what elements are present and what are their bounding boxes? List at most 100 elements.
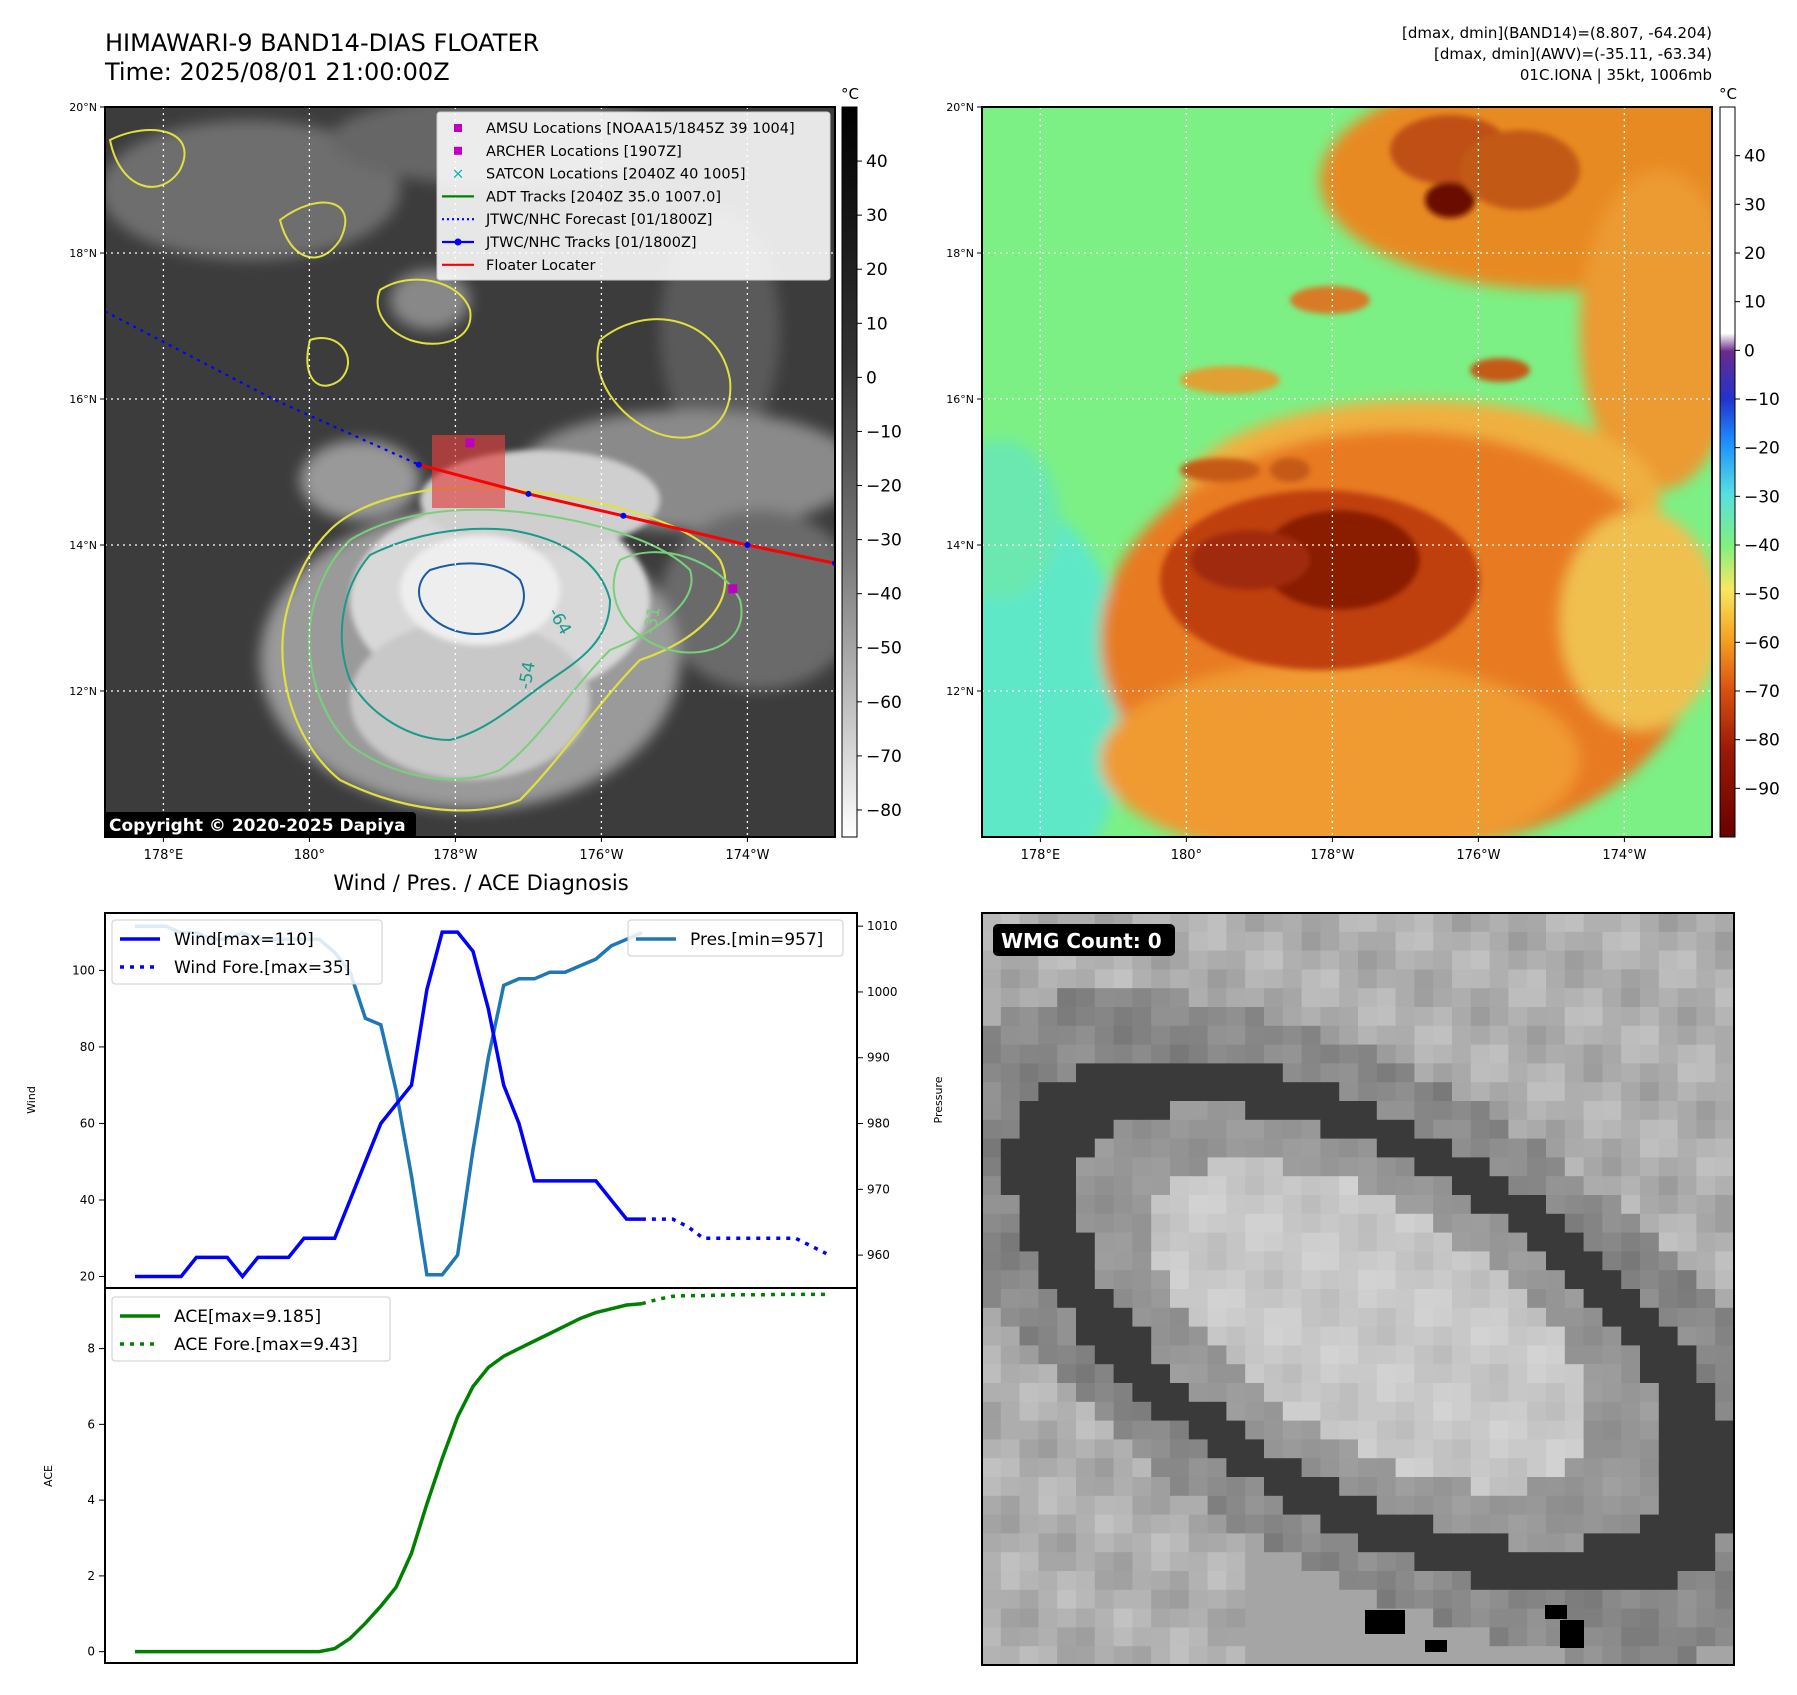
- pressure-tick-label: 980: [867, 1117, 890, 1131]
- figure-title-line1: HIMAWARI-9 BAND14-DIAS FLOATER: [105, 29, 539, 57]
- colorbar-tick-label: −10: [1744, 390, 1780, 410]
- awv-colorbar: °C 40 30 20 10 0 −10 −20 −30 −40 −50 −60 −70 −80 −90: [1719, 85, 1780, 838]
- wind-pressure-chart: 20 40 60 80 100 960 970 980 990 1000 1010 Wind Pr…: [25, 912, 945, 1289]
- wmg-badge: [993, 924, 1175, 956]
- awv-lat-label: 12°N: [946, 685, 974, 698]
- wind-tick-label: 100: [72, 963, 95, 977]
- colorbar-tick-label: −20: [1744, 439, 1780, 459]
- wind-ylabel: Wind: [25, 1086, 38, 1114]
- ace-ylabel: ACE: [42, 1465, 55, 1487]
- track-point: [415, 461, 422, 468]
- colorbar-tick-label: −60: [1744, 633, 1780, 653]
- awv-lon-label: 176°W: [1456, 848, 1500, 863]
- pressure-tick-label: 990: [867, 1051, 890, 1065]
- colorbar-tick-label: −70: [866, 747, 902, 767]
- legend-wind-fore: Wind Fore.[max=35]: [174, 958, 350, 978]
- ir-colorbar: °C 40 30 20 10 0 −10 −20 −30 −40 −50 −60 −70 −80: [841, 85, 902, 838]
- colorbar-tick-label: −80: [866, 801, 902, 821]
- diagnosis-title: Wind / Pres. / ACE Diagnosis: [333, 871, 628, 895]
- colorbar-tick-label: −40: [1744, 536, 1780, 556]
- figure-title-line2: Time: 2025/08/01 21:00:00Z: [104, 58, 450, 86]
- info-line2: [dmax, dmin](AWV)=(-35.11, -63.34): [1434, 45, 1712, 63]
- colorbar-tick-label: 40: [866, 152, 888, 172]
- ir-lon-labels: 178°E 180° 178°W 176°W 174°W: [144, 837, 770, 863]
- colorbar-tick-label: −40: [866, 585, 902, 605]
- ace-chart-frame: [104, 1287, 858, 1664]
- colorbar-tick-label: −20: [866, 477, 902, 497]
- amsu-markers: [415, 438, 835, 594]
- legend-ace: ACE[max=9.185]: [174, 1307, 321, 1327]
- track-point: [744, 542, 751, 548]
- wind-line: [135, 930, 642, 1280]
- awv-lon-label: 178°E: [1021, 848, 1061, 863]
- awv-lon-label: 174°W: [1602, 848, 1646, 863]
- wmg-frame: [981, 912, 1735, 1666]
- ace-tick-label: 4: [87, 1493, 95, 1507]
- colorbar-tick-label: −60: [866, 693, 902, 713]
- legend-marker-square: [454, 146, 462, 155]
- ir-lat-labels: 20°N 18°N 16°N 14°N 12°N: [69, 101, 105, 698]
- legend-pres: Pres.[min=957]: [690, 930, 823, 950]
- colorbar-tick-label: 0: [866, 368, 877, 388]
- track-point: [525, 490, 532, 497]
- ir-lon-label: 178°E: [144, 848, 184, 863]
- colorbar-tick-label: −70: [1744, 682, 1780, 702]
- amsu-marker: [465, 438, 475, 448]
- ace-tick-label: 8: [87, 1342, 95, 1356]
- ace-line: [135, 1301, 643, 1654]
- pressure-tick-label: 970: [867, 1182, 890, 1196]
- pressure-tick-label: 1010: [867, 919, 898, 933]
- legend-label: JTWC/NHC Tracks [01/1800Z]: [485, 235, 697, 251]
- legend-label: ARCHER Locations [1907Z]: [486, 144, 682, 160]
- awv-colorbar-unit: °C: [1719, 85, 1737, 103]
- awv-lon-label: 178°W: [1310, 848, 1354, 863]
- ir-legend: AMSU Locations [NOAA15/1845Z 39 1004] ARC…: [436, 111, 831, 281]
- awv-lat-label: 14°N: [946, 539, 974, 552]
- colorbar-tick-label: −10: [866, 422, 902, 442]
- ace-forecast-line: [641, 1292, 827, 1306]
- ir-map-panel: -64 -54 -31 20°N18°N16°N14°N12°N 178°E 18…: [69, 101, 836, 863]
- awv-gridlines: [982, 107, 1712, 837]
- colorbar-tick-label: −30: [1744, 487, 1780, 507]
- colorbar-tick-label: 40: [1744, 147, 1766, 167]
- colorbar-tick-label: 30: [1744, 195, 1766, 215]
- awv-lat-label: 16°N: [946, 393, 974, 406]
- awv-lat-labels: 20°N 18°N 16°N 14°N 12°N: [946, 101, 982, 698]
- colorbar-tick-label: −30: [866, 531, 902, 551]
- info-line1: [dmax, dmin](BAND14)=(8.807, -64.204): [1402, 24, 1712, 42]
- info-line3: 01C.IONA | 35kt, 1006mb: [1520, 66, 1712, 84]
- ace-chart: 0 2 4 6 8 ACE ACE[max=9.185] ACE Fore.[max=9…: [42, 1287, 858, 1664]
- legend-label: AMSU Locations [NOAA15/1845Z 39 1004]: [486, 121, 795, 137]
- colorbar-tick-label: −50: [1744, 585, 1780, 605]
- legend-wind: Wind[max=110]: [174, 930, 314, 950]
- ir-lat-label: 12°N: [69, 685, 97, 698]
- wind-legend: Wind[max=110] Wind Fore.[max=35]: [111, 919, 383, 985]
- legend-marker-x: ×: [452, 165, 465, 183]
- legend-label: SATCON Locations [2040Z 40 1005]: [486, 167, 745, 183]
- copyright-badge: Copyright © 2020-2025 Dapiya: [104, 812, 416, 838]
- awv-map-frame: [981, 106, 1713, 838]
- wind-tick-label: 40: [80, 1193, 95, 1207]
- ace-legend: ACE[max=9.185] ACE Fore.[max=9.43]: [111, 1296, 391, 1362]
- colorbar-tick-label: 20: [1744, 244, 1766, 264]
- wind-tick-label: 60: [80, 1116, 95, 1130]
- ir-lat-label: 14°N: [69, 539, 97, 552]
- wind-tick-label: 80: [80, 1040, 95, 1054]
- ace-tick-label: 0: [87, 1645, 95, 1659]
- wind-tick-label: 20: [80, 1270, 95, 1284]
- ir-lat-label: 18°N: [69, 247, 97, 260]
- colorbar-tick-label: 20: [866, 260, 888, 280]
- forecast-track: [105, 310, 420, 466]
- ir-lon-label: 176°W: [579, 848, 623, 863]
- colorbar-tick-label: −90: [1744, 779, 1780, 799]
- copyright-text: Copyright © 2020-2025 Dapiya: [109, 816, 406, 836]
- legend-ace-fore: ACE Fore.[max=9.43]: [174, 1335, 358, 1355]
- contour-label-54: -54: [515, 660, 540, 691]
- contour-label-31: -31: [640, 605, 665, 636]
- ir-lat-label: 20°N: [69, 101, 97, 114]
- legend-label: JTWC/NHC Forecast [01/1800Z]: [485, 212, 712, 228]
- ir-lon-label: 178°W: [433, 848, 477, 863]
- colorbar-tick-label: −50: [866, 639, 902, 659]
- ir-map-frame: [104, 106, 836, 838]
- ace-tick-label: 6: [87, 1417, 95, 1431]
